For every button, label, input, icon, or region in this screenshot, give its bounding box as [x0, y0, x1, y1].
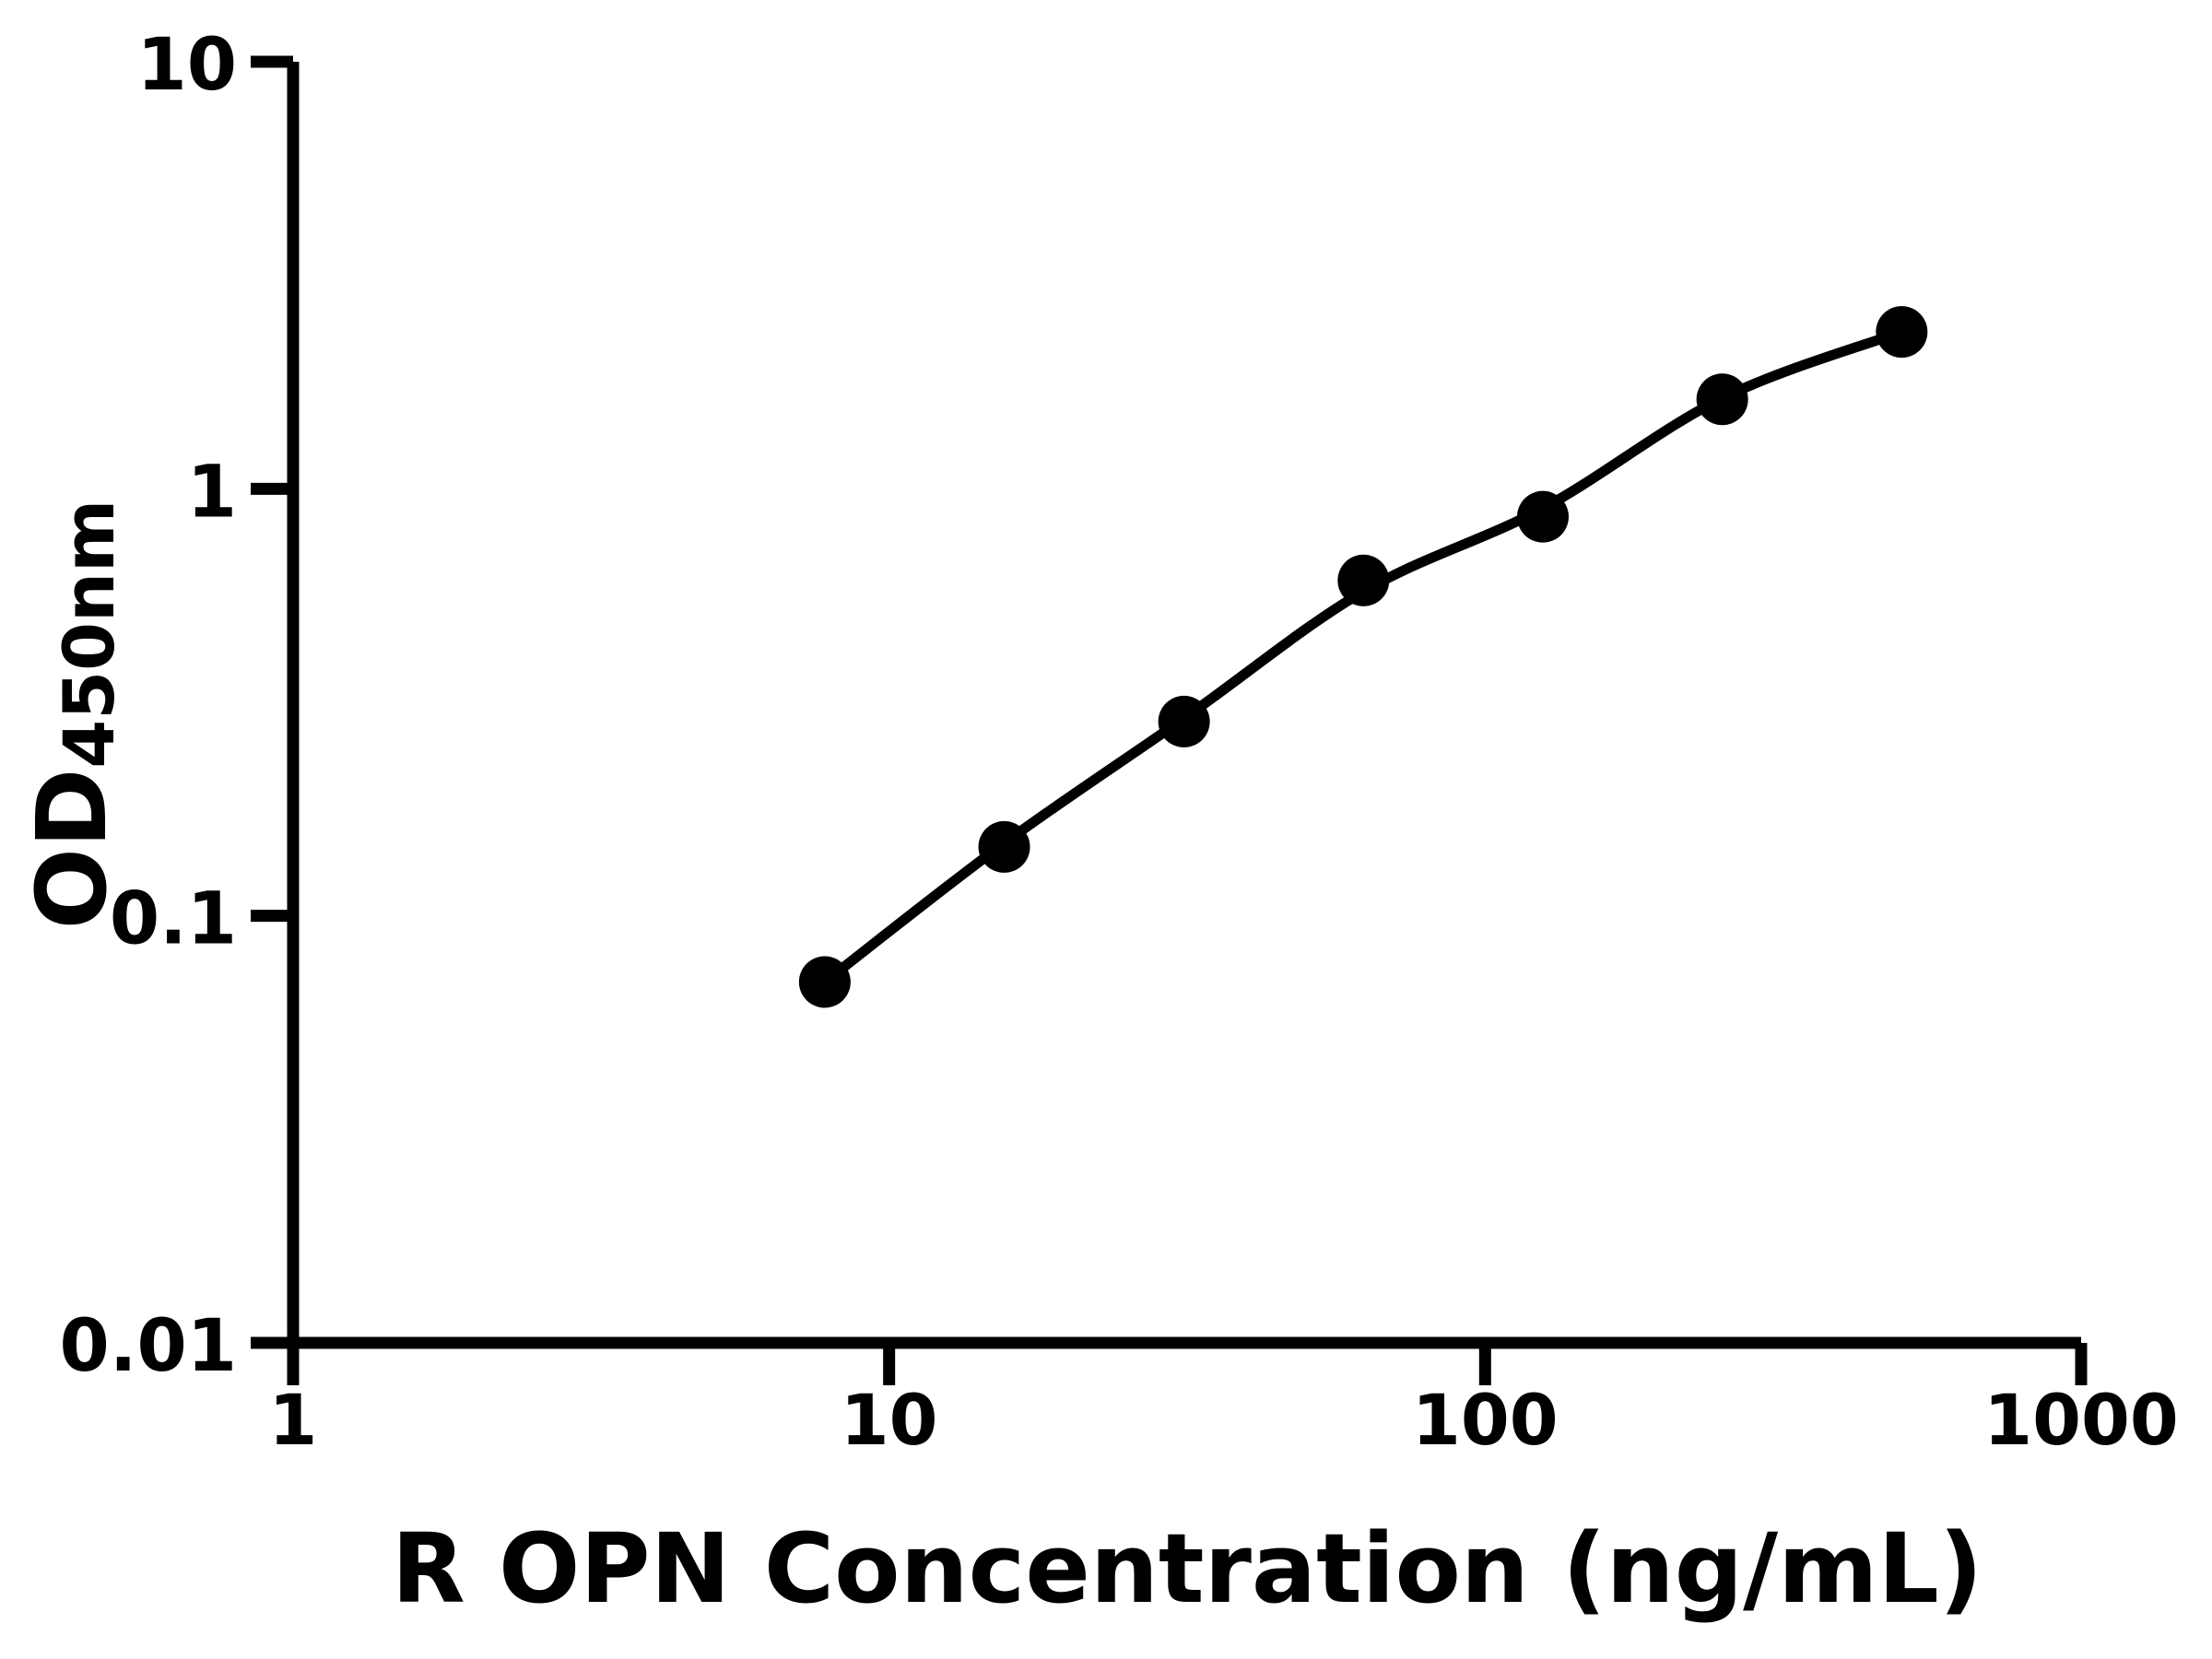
y-tick-label-0.01: 0.01	[60, 1305, 237, 1388]
y-tick-label-0.1: 0.1	[110, 878, 237, 961]
y-tick-label-1: 1	[187, 451, 237, 534]
axes-layer	[287, 62, 2081, 1349]
data-point-250	[1696, 373, 1748, 426]
data-point-500	[1876, 306, 1928, 359]
data-point-62.5	[1337, 554, 1390, 606]
data-point-125	[1517, 490, 1570, 543]
series-layer	[798, 306, 1928, 1008]
x-tick-label-100: 100	[1412, 1379, 1559, 1461]
x-tick-label-10: 10	[841, 1379, 938, 1461]
x-axis-title: R OPN Concentration (ng/mL)	[392, 1512, 1983, 1625]
x-tick-label-1000: 1000	[1983, 1379, 2179, 1461]
y-axis-title: OD450nm	[16, 500, 130, 930]
y-tick-label-10: 10	[136, 24, 237, 107]
data-point-31.25	[1158, 695, 1210, 747]
data-point-7.8	[798, 956, 851, 1008]
tick-layer	[251, 55, 2088, 1385]
x-tick-label-1: 1	[269, 1379, 318, 1461]
y-axis-title-main: OD	[16, 769, 128, 930]
tick-label-layer: 0.01 0.1 1 10 1 10 100 1000	[60, 24, 2179, 1461]
data-point-15.6	[978, 820, 1030, 873]
y-axis-title-subscript: 450nm	[48, 500, 130, 769]
fit-curve	[821, 326, 1904, 986]
